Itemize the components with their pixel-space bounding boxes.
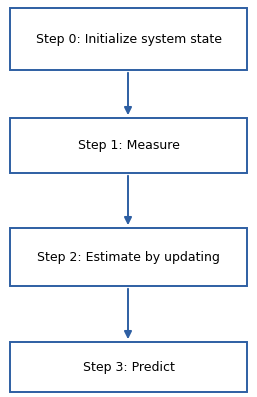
- Text: Step 0: Initialize system state: Step 0: Initialize system state: [35, 33, 222, 46]
- Bar: [10, 342, 247, 392]
- Bar: [10, 8, 247, 70]
- Text: Step 1: Measure: Step 1: Measure: [78, 139, 179, 152]
- Bar: [10, 228, 247, 286]
- Bar: [10, 118, 247, 173]
- Text: Step 3: Predict: Step 3: Predict: [82, 360, 175, 374]
- Text: Step 2: Estimate by updating: Step 2: Estimate by updating: [37, 251, 220, 264]
